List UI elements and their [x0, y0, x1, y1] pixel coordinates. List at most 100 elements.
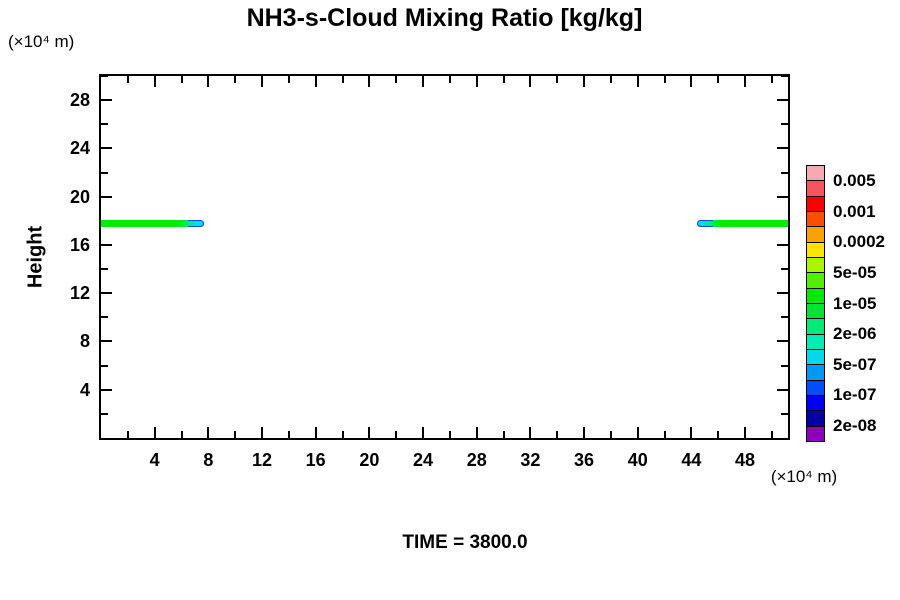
- x-tick-mark: [502, 431, 505, 438]
- colorbar-cell: [807, 319, 824, 335]
- x-tick-mark: [126, 431, 129, 438]
- x-tick-mark: [341, 431, 344, 438]
- y-tick-mark: [781, 171, 788, 174]
- x-tick-label: 44: [681, 450, 702, 470]
- x-tick-mark: [207, 76, 210, 87]
- y-tick-mark: [101, 243, 112, 246]
- x-tick-mark: [448, 76, 451, 83]
- y-tick-mark: [781, 316, 788, 319]
- x-tick-mark: [368, 427, 371, 438]
- x-tick-mark: [529, 76, 532, 87]
- x-tick-mark: [744, 427, 747, 438]
- y-tick-label: 12: [69, 283, 90, 304]
- x-tick-label: 28: [466, 450, 487, 470]
- x-tick-label: 16: [305, 450, 326, 470]
- time-label: TIME = 3800.0: [402, 532, 528, 553]
- x-tick-mark: [153, 427, 156, 438]
- colorbar: [806, 165, 825, 442]
- colorbar-cell: [807, 211, 824, 228]
- x-tick-mark: [609, 431, 612, 438]
- x-tick-mark: [153, 76, 156, 87]
- x-tick-mark: [663, 76, 666, 83]
- colorbar-tick-label: 5e-05: [833, 262, 877, 282]
- x-tick-mark: [663, 431, 666, 438]
- y-tick-mark: [777, 195, 788, 198]
- y-tick-mark: [101, 268, 108, 271]
- colorbar-cell: [807, 365, 824, 381]
- x-tick-mark: [234, 431, 237, 438]
- y-tick-mark: [777, 340, 788, 343]
- plot-area: [99, 74, 790, 440]
- x-tick-mark: [395, 76, 398, 83]
- x-tick-mark: [314, 76, 317, 87]
- x-axis-unit-label: (×10⁴ m): [770, 467, 838, 486]
- x-tick-mark: [609, 76, 612, 83]
- x-tick-mark: [583, 76, 586, 87]
- y-tick-mark: [101, 195, 112, 198]
- y-tick-mark: [101, 412, 108, 415]
- x-tick-mark: [556, 76, 559, 83]
- y-tick-mark: [101, 123, 108, 126]
- x-tick-mark: [636, 427, 639, 438]
- x-tick-mark: [636, 76, 639, 87]
- y-tick-mark: [101, 340, 112, 343]
- colorbar-cell: [807, 426, 824, 441]
- colorbar-cell: [807, 181, 824, 197]
- colorbar-tick-label: 2e-08: [833, 415, 877, 435]
- x-tick-mark: [690, 427, 693, 438]
- x-tick-mark: [744, 76, 747, 87]
- y-tick-mark: [777, 243, 788, 246]
- colorbar-cell: [807, 196, 824, 212]
- x-tick-mark: [556, 431, 559, 438]
- y-tick-mark: [781, 123, 788, 126]
- x-tick-mark: [126, 76, 129, 83]
- colorbar-tick-label: 5e-07: [833, 354, 877, 374]
- colorbar-tick-label: 0.0002: [833, 232, 885, 252]
- y-tick-mark: [781, 268, 788, 271]
- y-tick-mark: [777, 99, 788, 102]
- x-tick-mark: [234, 76, 237, 83]
- x-tick-mark: [770, 76, 773, 83]
- colorbar-cell: [807, 166, 824, 182]
- colorbar-cell: [807, 303, 824, 320]
- x-tick-mark: [422, 427, 425, 438]
- y-tick-label: 24: [69, 138, 90, 159]
- y-tick-mark: [101, 316, 108, 319]
- x-tick-mark: [261, 427, 264, 438]
- x-tick-mark: [314, 427, 317, 438]
- y-tick-label: 4: [79, 379, 90, 400]
- x-tick-label: 32: [520, 450, 541, 470]
- x-tick-mark: [690, 76, 693, 87]
- colorbar-tick-label: 1e-07: [833, 385, 877, 405]
- colorbar-tick-label: 1e-05: [833, 293, 877, 313]
- y-tick-mark: [781, 76, 788, 77]
- y-tick-label: 8: [79, 331, 90, 352]
- y-tick-mark: [777, 147, 788, 150]
- y-axis-unit-label: (×10⁴ m): [8, 32, 75, 51]
- colorbar-cell: [807, 334, 824, 350]
- y-tick-mark: [101, 364, 108, 367]
- y-tick-label: 28: [69, 90, 90, 111]
- x-tick-mark: [422, 76, 425, 87]
- x-tick-mark: [583, 427, 586, 438]
- x-tick-mark: [287, 76, 290, 83]
- x-tick-mark: [395, 431, 398, 438]
- x-tick-mark: [180, 431, 183, 438]
- x-tick-mark: [368, 76, 371, 87]
- x-tick-mark: [475, 427, 478, 438]
- x-tick-labels: 4 8 12 16 20 24 28 32 36 40 44 48: [0, 450, 900, 474]
- x-tick-label: 40: [627, 450, 648, 470]
- colorbar-cell: [807, 395, 824, 412]
- y-tick-label: 16: [69, 234, 90, 255]
- right-cloud-band: [696, 220, 788, 228]
- x-tick-label: 12: [252, 450, 273, 470]
- colorbar-cell: [807, 380, 824, 396]
- x-tick-mark: [448, 431, 451, 438]
- y-tick-labels: 4 8 12 16 20 24 28: [36, 0, 90, 600]
- x-tick-mark: [207, 427, 210, 438]
- x-tick-mark: [717, 431, 720, 438]
- colorbar-cell: [807, 273, 824, 289]
- y-tick-mark: [101, 292, 112, 295]
- x-tick-mark: [261, 76, 264, 87]
- y-tick-mark: [101, 147, 112, 150]
